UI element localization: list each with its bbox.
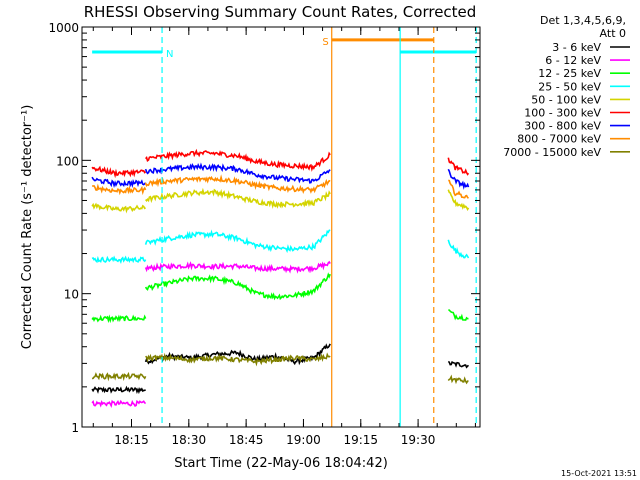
series-7000-15000-keV: [91, 352, 469, 385]
legend-title-line-0: Det 1,3,4,5,6,9,: [540, 14, 626, 27]
series-12-25-keV: [91, 272, 469, 324]
y-tick-label-0: 1: [71, 421, 79, 435]
series-line-8-1: [145, 352, 331, 367]
x-tick-label-3: 19:00: [286, 433, 321, 447]
legend-label-2: 12 - 25 keV: [538, 67, 601, 80]
x-tick-label-0: 18:15: [114, 433, 149, 447]
series-line-5-0: [91, 165, 147, 179]
series-line-0-1: [144, 343, 331, 366]
series-line-8-0: [91, 371, 147, 382]
chart-title: RHESSI Observing Summary Count Rates, Co…: [84, 3, 477, 21]
series-line-3-2: [447, 239, 470, 259]
series-line-7-0: [92, 183, 147, 196]
legend-label-1: 6 - 12 keV: [545, 54, 601, 67]
x-tick-label-5: 19:30: [401, 433, 436, 447]
x-axis-label: Start Time (22-May-06 18:04:42): [174, 456, 388, 471]
series-line-0-2: [447, 360, 470, 369]
series-line-1-1: [144, 260, 331, 274]
axis-layer: 18:15 18:30 18:45 19:00 19:15 19:30 1 10 100 1000: [48, 21, 480, 447]
series-line-8-2: [447, 374, 469, 385]
legend-label-4: 50 - 100 keV: [531, 93, 601, 106]
plot-frame: [81, 26, 481, 428]
series-line-1-0: [91, 399, 147, 409]
series-line-6-2: [447, 168, 470, 190]
series-line-5-2: [447, 157, 470, 176]
series-line-4-0: [91, 202, 146, 214]
legend-label-5: 100 - 300 keV: [524, 107, 601, 120]
y-tick-label-2: 100: [56, 154, 79, 168]
series-line-6-1: [144, 162, 331, 184]
series-800-7000-keV: [92, 174, 469, 199]
series-line-3-1: [144, 229, 331, 254]
legend-label-3: 25 - 50 keV: [538, 80, 601, 93]
flag-label-S: S: [322, 37, 328, 48]
x-tick-label-2: 18:45: [229, 433, 264, 447]
series-line-2-2: [448, 309, 469, 321]
series-line-7-1: [144, 174, 331, 195]
y-tick-label-1: 10: [64, 288, 79, 302]
series-25-50-keV: [91, 229, 470, 264]
generation-timestamp: 15-Oct-2021 13:51: [561, 469, 637, 478]
legend-label-7: 800 - 7000 keV: [517, 133, 601, 146]
x-tick-label-4: 19:15: [343, 433, 378, 447]
series-50-100-keV: [91, 187, 470, 214]
series-3-6-keV: [91, 343, 470, 395]
series-6-12-keV: [91, 260, 331, 409]
series-line-5-1: [145, 148, 331, 172]
legend-label-8: 7000 - 15000 keV: [503, 146, 601, 159]
series-line-4-2: [447, 189, 470, 212]
series-line-3-0: [91, 255, 147, 264]
series-100-300-keV: [91, 148, 470, 179]
y-axis-label: Corrected Count Rate (s⁻¹ detector⁻¹): [20, 105, 35, 350]
series-line-4-1: [145, 187, 331, 209]
data-layer: NS: [91, 27, 477, 427]
series-line-7-2: [448, 179, 469, 199]
legend-label-0: 3 - 6 keV: [552, 41, 601, 54]
series-line-0-0: [91, 385, 146, 395]
series-line-2-1: [144, 272, 331, 301]
legend-label-6: 300 - 800 keV: [524, 120, 601, 133]
series-line-6-0: [91, 176, 147, 189]
y-tick-label-3: 1000: [48, 21, 79, 35]
series-line-2-0: [91, 314, 147, 324]
legend-title-line-1: Att 0: [600, 27, 626, 40]
series-300-800-keV: [91, 162, 470, 190]
x-tick-label-1: 18:30: [172, 433, 207, 447]
flag-label-N: N: [166, 49, 173, 60]
